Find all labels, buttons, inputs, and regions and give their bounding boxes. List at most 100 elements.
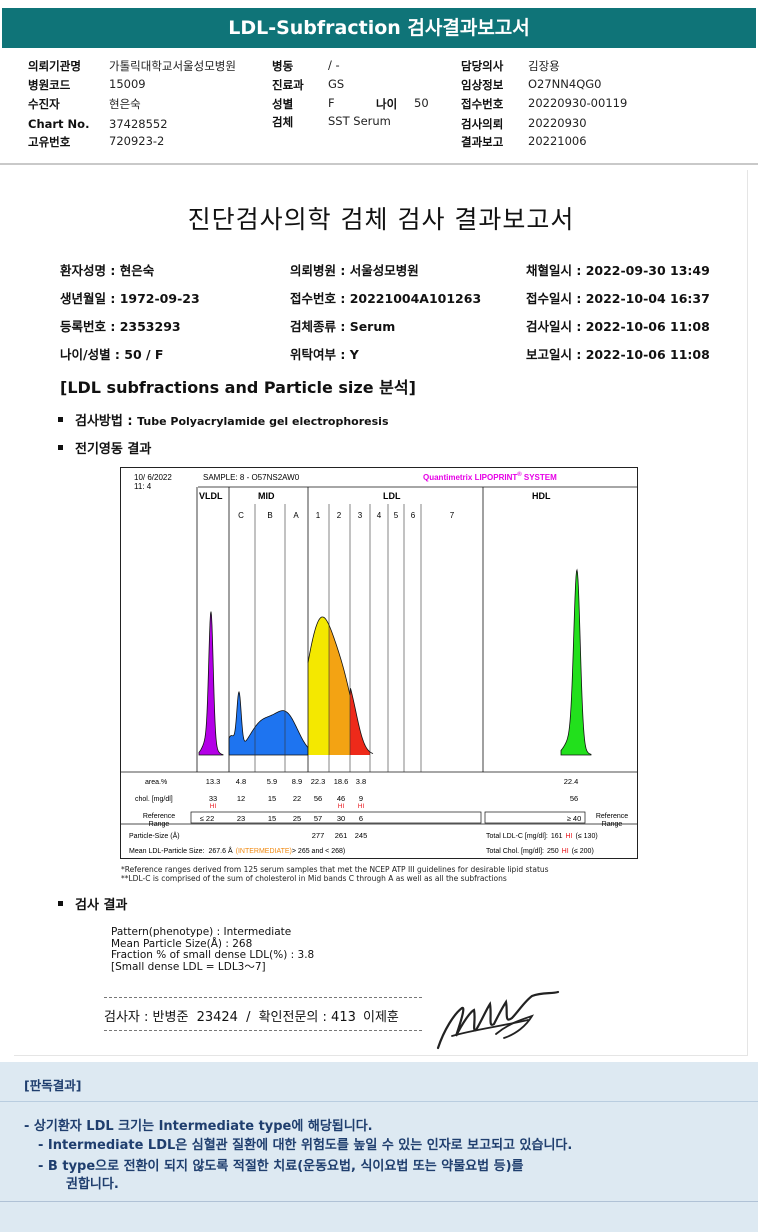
area-hdl: 22.4 bbox=[564, 777, 579, 786]
ref-ldl3: 6 bbox=[359, 814, 363, 823]
chol-c: 12 bbox=[237, 794, 245, 803]
ref-ldl1: 57 bbox=[314, 814, 322, 823]
row-chol-values: 33 12 15 22 56 46 9 56 bbox=[209, 794, 578, 803]
chol-vldl: 33 bbox=[209, 794, 217, 803]
mean-size-label: Mean LDL-Particle Size: bbox=[129, 848, 205, 855]
row-ref-values: ≤ 22 23 15 25 57 30 6 ≥ 40 bbox=[200, 814, 582, 823]
electrophoresis-heading: 전기영동 결과 bbox=[58, 438, 151, 457]
total-chol-label: Total Chol. [mg/dl]: bbox=[486, 848, 544, 855]
group-label-ldl: LDL bbox=[383, 491, 401, 501]
ref-label-left-1: Reference bbox=[143, 813, 175, 820]
particle-label: Particle-Size (Å) bbox=[129, 831, 180, 840]
interpretation-bottom-border bbox=[0, 1201, 758, 1202]
total-ldl-line: Total LDL-C [mg/dl]: 161 HI (≤ 130) bbox=[486, 833, 598, 840]
total-ldl-value: 161 bbox=[551, 833, 563, 840]
field-specimen-type: 검체종류 : Serum bbox=[290, 319, 396, 334]
ldl2-peak bbox=[329, 625, 350, 755]
tester-label: 검사자 : bbox=[104, 1010, 153, 1025]
lipoprint-chart: 10/ 6/2022 11: 4 SAMPLE: 8 - O57NS2AW0 Q… bbox=[120, 467, 638, 859]
ref-label-right: Reference Range bbox=[596, 813, 628, 828]
row-area-values: 13.3 4.8 5.9 8.9 22.3 18.6 3.8 22.4 bbox=[206, 777, 579, 786]
label-request-date: 검사의뢰 bbox=[461, 117, 504, 131]
interpretation-line-2: - Intermediate LDL은 심혈관 질환에 대한 위험도를 높일 수… bbox=[38, 1138, 573, 1153]
electrophoresis-label: 전기영동 결과 bbox=[75, 442, 152, 457]
interpretation-panel: [판독결과] - 상기환자 LDL 크기는 Intermediate type에… bbox=[0, 1062, 758, 1232]
field-patient-name: 환자성명 : 현은숙 bbox=[60, 263, 155, 278]
field-age-sex: 나이/성별 : 50 / F bbox=[60, 347, 164, 362]
value-receipt-no: 20220930-00119 bbox=[528, 96, 628, 110]
area-vldl: 13.3 bbox=[206, 777, 221, 786]
area-ldl2: 18.6 bbox=[334, 777, 349, 786]
result-summary: Pattern(phenotype) : Intermediate Mean P… bbox=[111, 926, 314, 973]
page-title: LDL-Subfraction 검사결과보고서 bbox=[2, 8, 756, 48]
value-clinical-info: O27NN4QG0 bbox=[528, 77, 602, 91]
band-label-b: B bbox=[267, 511, 272, 520]
field-test-time: 검사일시 : 2022-10-06 11:08 bbox=[526, 319, 710, 334]
chol-ldl2: 46 bbox=[337, 794, 345, 803]
method-label: 검사방법 : bbox=[75, 414, 133, 429]
group-label-vldl: VLDL bbox=[199, 491, 223, 501]
band-label-5: 5 bbox=[394, 511, 399, 520]
mid-peak bbox=[228, 690, 309, 756]
band-label-7: 7 bbox=[450, 511, 455, 520]
particle-ldl2: 261 bbox=[335, 831, 348, 840]
value-report-date: 20221006 bbox=[528, 134, 587, 148]
value-request-date: 20220930 bbox=[528, 116, 587, 130]
total-ldl-label: Total LDL-C [mg/dl]: bbox=[486, 833, 548, 840]
value-hospital-code: 15009 bbox=[109, 77, 146, 91]
footnote-2: **LDL-C is comprised of the sum of chole… bbox=[121, 874, 507, 883]
result-pattern: Pattern(phenotype) : Intermediate bbox=[111, 926, 292, 938]
chart-date: 10/ 6/2022 bbox=[134, 473, 172, 482]
field-collection-time: 채혈일시 : 2022-09-30 13:49 bbox=[526, 263, 710, 278]
field-referring-hospital: 의뢰병원 : 서울성모병원 bbox=[290, 263, 419, 278]
ref-c: 23 bbox=[237, 814, 245, 823]
interpretation-line-3: - B type으로 전환이 되지 않도록 적절한 치료(운동요법, 식이요법 … bbox=[38, 1159, 524, 1174]
chart-sample: SAMPLE: 8 - O57NS2AW0 bbox=[203, 473, 300, 482]
group-label-hdl: HDL bbox=[532, 491, 551, 501]
request-header: 의뢰기관명 가톨릭대학교서울성모병원 병원코드 15009 수진자 현은숙 Ch… bbox=[0, 52, 758, 166]
area-c: 4.8 bbox=[236, 777, 246, 786]
footnote-1: *Reference ranges derived from 125 serum… bbox=[121, 865, 549, 874]
interpretation-line-1: - 상기환자 LDL 크기는 Intermediate type에 해당됩니다. bbox=[24, 1119, 373, 1134]
hi-flag-vldl: HI bbox=[210, 803, 217, 810]
label-ward: 병동 bbox=[272, 59, 294, 73]
value-age: 50 bbox=[414, 96, 429, 110]
value-doctor: 김장용 bbox=[528, 59, 560, 73]
result-small-dense-definition: [Small dense LDL = LDL3～7] bbox=[111, 960, 266, 973]
label-sex: 성별 bbox=[272, 97, 294, 111]
total-chol-ref: (≤ 200) bbox=[572, 848, 594, 855]
result-label: 검사 결과 bbox=[75, 898, 128, 913]
hdl-peak bbox=[560, 568, 592, 756]
chart-time: 11: 4 bbox=[134, 482, 152, 491]
bullet-icon bbox=[58, 417, 63, 422]
signer-separator: / bbox=[246, 1010, 251, 1025]
band-label-1: 1 bbox=[316, 511, 321, 520]
row-label-chol: chol. [mg/dl] bbox=[135, 796, 173, 803]
label-institution: 의뢰기관명 bbox=[28, 59, 81, 73]
label-unique-no: 고유번호 bbox=[28, 135, 71, 149]
area-b: 5.9 bbox=[267, 777, 277, 786]
value-chart-no: 37428552 bbox=[109, 117, 168, 131]
field-birth-date: 생년월일 : 1972-09-23 bbox=[60, 291, 200, 306]
particle-values: 277 261 245 bbox=[312, 831, 368, 840]
field-report-time: 보고일시 : 2022-10-06 11:08 bbox=[526, 347, 710, 362]
value-patient: 현은숙 bbox=[109, 97, 141, 111]
label-chart-no: Chart No. bbox=[28, 117, 90, 131]
chol-b: 15 bbox=[268, 794, 276, 803]
bullet-icon bbox=[58, 445, 63, 450]
value-sex: F bbox=[328, 96, 335, 110]
ref-ldl2: 30 bbox=[337, 814, 345, 823]
result-mean-size: Mean Particle Size(Å) : 268 bbox=[111, 937, 253, 950]
ref-range-box-hdl bbox=[484, 811, 586, 824]
signer-line: 검사자 : 반병준 23424 / 확인전문의 : 413 이제훈 bbox=[104, 1006, 399, 1025]
chol-ldl1: 56 bbox=[314, 794, 322, 803]
ldl3-peak bbox=[350, 688, 370, 755]
mean-size-range: > 265 and < 268) bbox=[292, 848, 345, 855]
report-title: 진단검사의학 검체 검사 결과보고서 bbox=[187, 205, 575, 234]
ref-hdl: ≥ 40 bbox=[567, 814, 582, 823]
band-labels: C B A 1 2 3 4 5 6 7 bbox=[238, 511, 455, 520]
bullet-icon bbox=[58, 901, 63, 906]
ref-vldl: ≤ 22 bbox=[200, 814, 215, 823]
area-ldl1: 22.3 bbox=[311, 777, 326, 786]
ref-label-left: Reference Range bbox=[143, 813, 175, 828]
